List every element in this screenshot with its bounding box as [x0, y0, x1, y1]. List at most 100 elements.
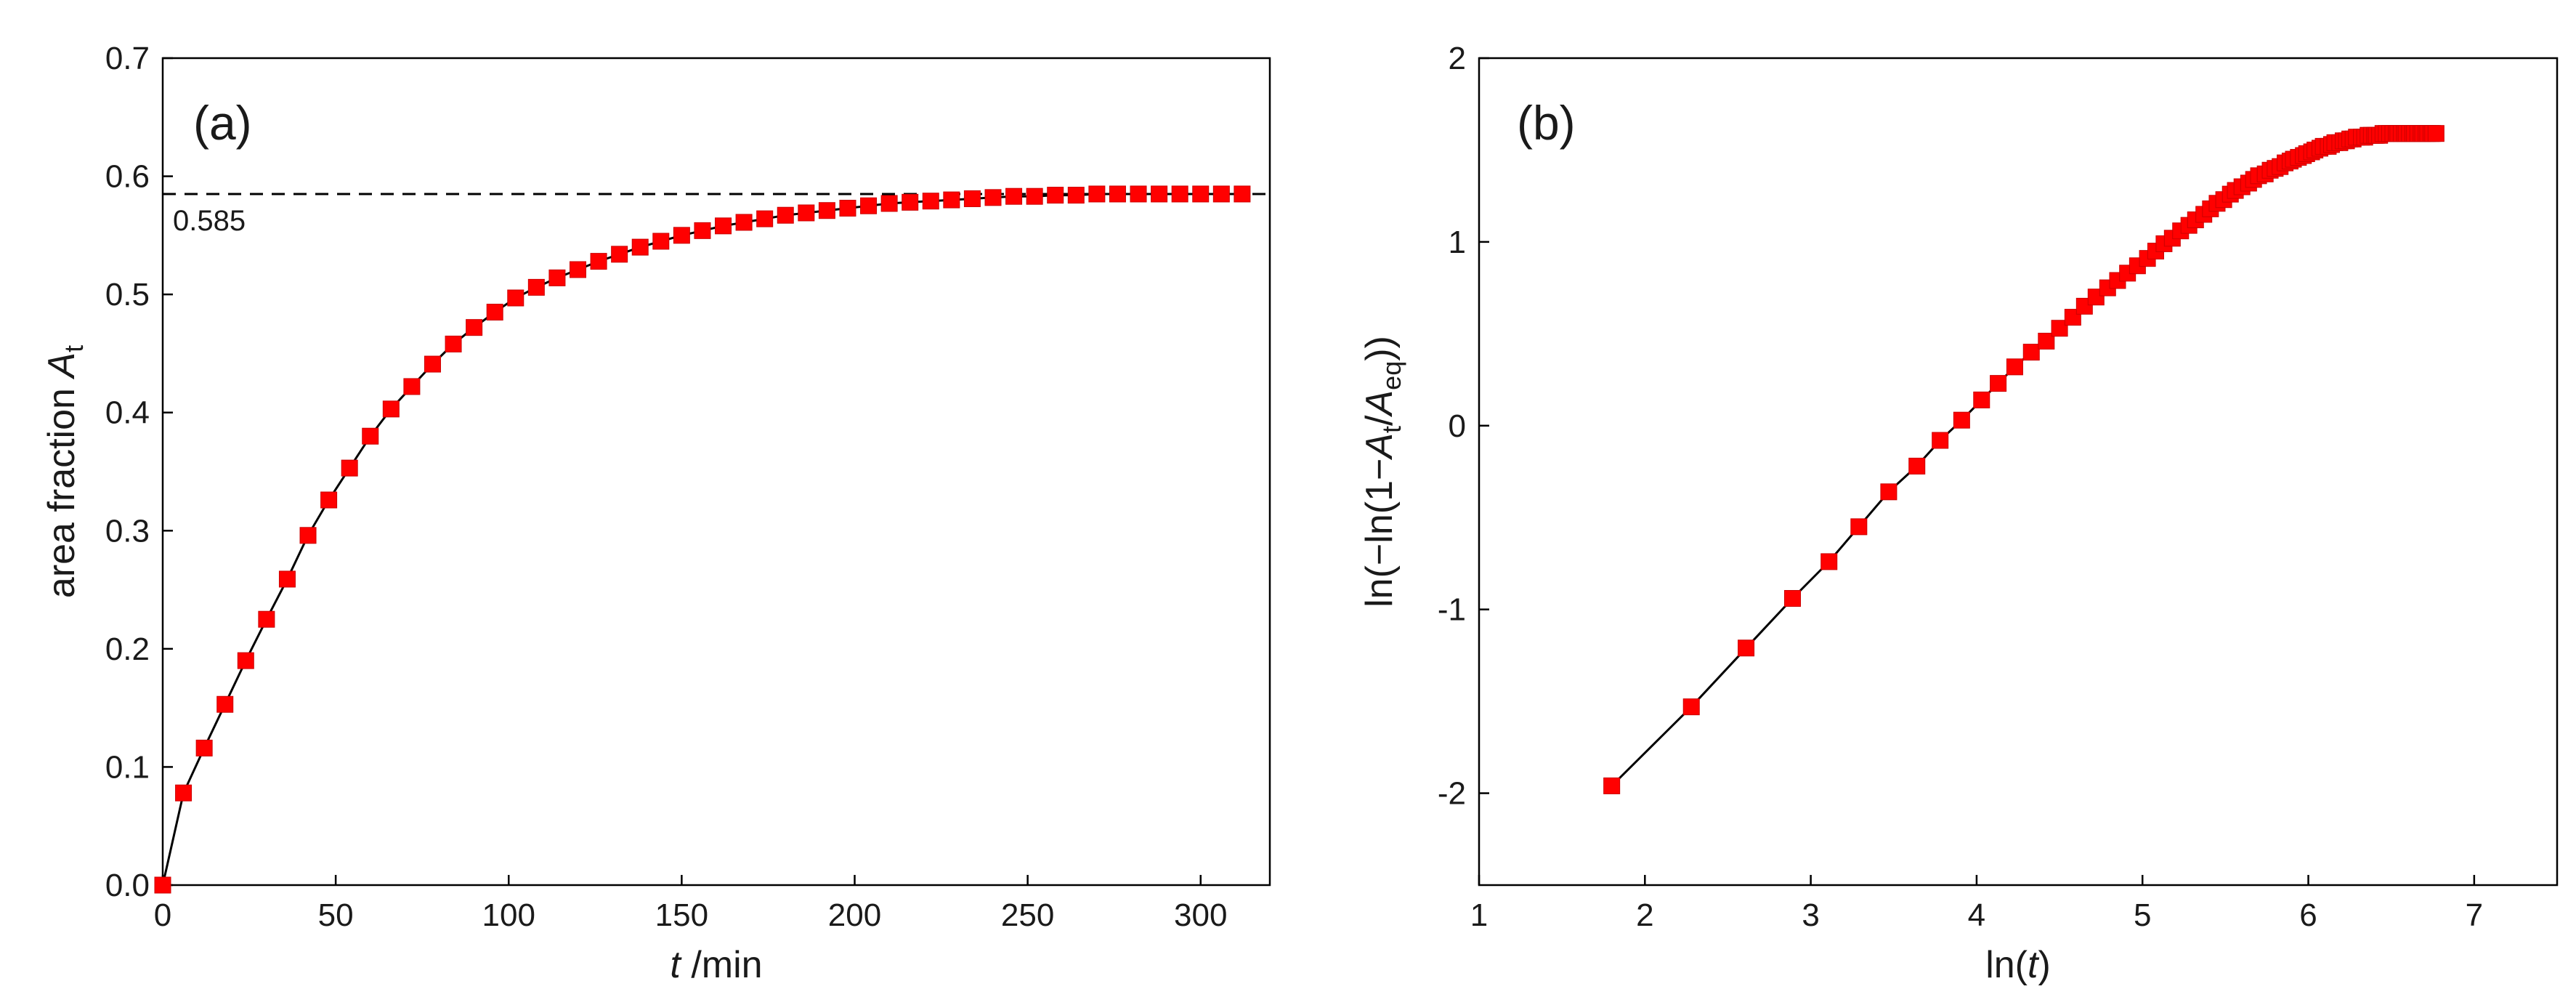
panel-a-y-tick-label: 0.7 — [105, 41, 150, 76]
panel-a-data-point — [756, 210, 774, 227]
panel-b-x-tick-label: 2 — [1636, 897, 1653, 933]
panel-a-series — [154, 185, 1251, 894]
panel-a-y-tick-label: 0.4 — [105, 395, 150, 431]
panel-b-x-axis-title: ln(t) — [1985, 944, 2051, 986]
panel-a-data-point — [735, 214, 753, 231]
panel-b-y-axis-part-2: t — [1377, 426, 1406, 433]
panel-b-y-tick-label: -2 — [1438, 776, 1466, 812]
panel-a-data-point — [1130, 185, 1147, 203]
panel-a-labels: 0 50 100 150 200 250 300 0.0 0.1 0.2 0.3 0.4 0.5 0.6 0… — [105, 41, 1228, 933]
panel-a-data-point — [1047, 187, 1064, 204]
panel-b-data-point — [2022, 344, 2040, 361]
panel-a-data-point — [839, 199, 856, 217]
panel-a-data-point — [507, 289, 524, 307]
panel-a-x-axis-var: t — [670, 944, 682, 986]
panel-a-data-point — [1088, 185, 1106, 203]
panel-b-data-point — [1908, 457, 1926, 475]
panel-a-data-point — [1109, 185, 1126, 203]
panel-b-data-point — [1820, 553, 1838, 570]
panel-b-y-tick-label: 1 — [1449, 225, 1466, 260]
panel-b-data-point — [1932, 432, 1949, 449]
panel-a-data-point — [1234, 185, 1251, 203]
panel-a-data-point — [486, 304, 503, 321]
panel-a-data-point — [902, 193, 919, 211]
panel-b-y-tick-label: -1 — [1438, 592, 1466, 628]
panel-a-y-tick-label: 0.0 — [105, 868, 150, 903]
panel-b-data-point — [1953, 411, 1970, 429]
panel-a-data-point — [943, 191, 960, 209]
panel-b-x-tick-label: 5 — [2134, 897, 2151, 933]
panel-b-labels: 1 2 3 4 5 6 7 -2 -1 0 1 2 — [1438, 41, 2483, 933]
panel-a-data-point — [299, 527, 317, 544]
panel-a-data-point — [216, 695, 234, 713]
panel-a-x-tick-label: 100 — [482, 897, 535, 933]
panel-a-data-point — [527, 278, 545, 296]
panel-a-data-point — [715, 217, 732, 235]
panel-b-label: (b) — [1517, 96, 1576, 150]
panel-b-x-tick-label: 6 — [2299, 897, 2317, 933]
panel-a-y-axis-text: area fraction — [41, 378, 83, 599]
panel-b-ticks — [1478, 57, 2476, 885]
panel-a-data-point — [570, 261, 586, 278]
panel-a-y-tick-label: 0.2 — [105, 631, 150, 667]
panel-a-data-point — [631, 238, 649, 256]
panel-a-data-point — [258, 610, 275, 628]
panel-a-data-point — [382, 400, 400, 418]
panel-a-data-point — [278, 570, 296, 588]
panel-b-plot-frame — [1478, 57, 2559, 887]
panel-a-data-point — [880, 195, 898, 212]
panel-a-ticks — [161, 57, 1202, 887]
panel-a-y-tick-label: 0.6 — [105, 159, 150, 195]
panel-a-x-axis-title: t /min — [670, 944, 762, 986]
panel-a-data-point — [466, 319, 483, 336]
panel-a-data-point — [320, 491, 338, 509]
panel-a-data-point — [341, 459, 358, 477]
panel-b-y-axis-part-6: )) — [1358, 336, 1401, 361]
panel-b-data-point — [2427, 125, 2445, 142]
panel-b-y-axis-part-4: A — [1358, 390, 1401, 418]
panel-b-data-point — [2051, 320, 2068, 337]
panel-b-x-axis-close: ) — [2038, 944, 2050, 986]
panel-a-data-point — [611, 246, 628, 263]
panel-b-x-axis-var: t — [2028, 944, 2040, 986]
panel-a-y-tick-label: 0.1 — [105, 749, 150, 785]
panel-a-data-point — [175, 784, 193, 802]
panel-a-data-point — [237, 652, 254, 669]
panel-a: 0.585 0 50 100 150 200 250 3000.00.10.20.30.40… — [41, 41, 1271, 986]
panel-a-x-tick-label: 250 — [1001, 897, 1054, 933]
panel-a-data-point — [195, 739, 213, 756]
panel-b-data-point — [2038, 332, 2055, 350]
panel-b-x-tick-label: 3 — [1802, 897, 1819, 933]
panel-b-y-axis-part-5: eq — [1377, 361, 1406, 390]
panel-a-y-axis-title: area fraction At — [41, 345, 89, 598]
panel-a-x-tick-label: 200 — [828, 897, 881, 933]
panel-b-data-point — [1682, 698, 1700, 716]
panel-a-data-point — [424, 355, 441, 373]
panel-a-data-point — [1026, 187, 1043, 205]
panel-b-y-axis-part-3: / — [1358, 415, 1401, 426]
panel-b-y-axis-part-1: A — [1358, 433, 1401, 461]
panel-a-data-point — [777, 206, 794, 224]
panel-a-data-point — [445, 335, 462, 352]
panel-a-data-point — [860, 197, 878, 214]
panel-b-y-tick-label: 0 — [1449, 408, 1466, 444]
panel-b-data-point — [1990, 375, 2007, 392]
panel-a-data-point — [694, 222, 711, 239]
panel-a-y-axis-sub: t — [59, 345, 89, 352]
panel-a-data-point — [984, 189, 1002, 206]
panel-b-data-point — [1603, 777, 1621, 794]
panel-b-x-tick-label: 4 — [1968, 897, 1985, 933]
panel-a-y-tick-label: 0.5 — [105, 277, 150, 312]
panel-a-data-point — [590, 253, 607, 270]
panel-a-x-tick-label: 150 — [655, 897, 708, 933]
panel-a-data-point — [1005, 187, 1023, 205]
panel-b-series — [1603, 125, 2445, 794]
panel-b-x-tick-label: 1 — [1470, 897, 1488, 933]
panel-a-data-point — [922, 193, 939, 210]
panel-a-y-axis-var: A — [41, 352, 83, 380]
panel-a-data-point — [673, 227, 690, 244]
panel-a-x-axis-unit: /min — [681, 944, 763, 986]
panel-a-data-point — [1151, 185, 1168, 203]
